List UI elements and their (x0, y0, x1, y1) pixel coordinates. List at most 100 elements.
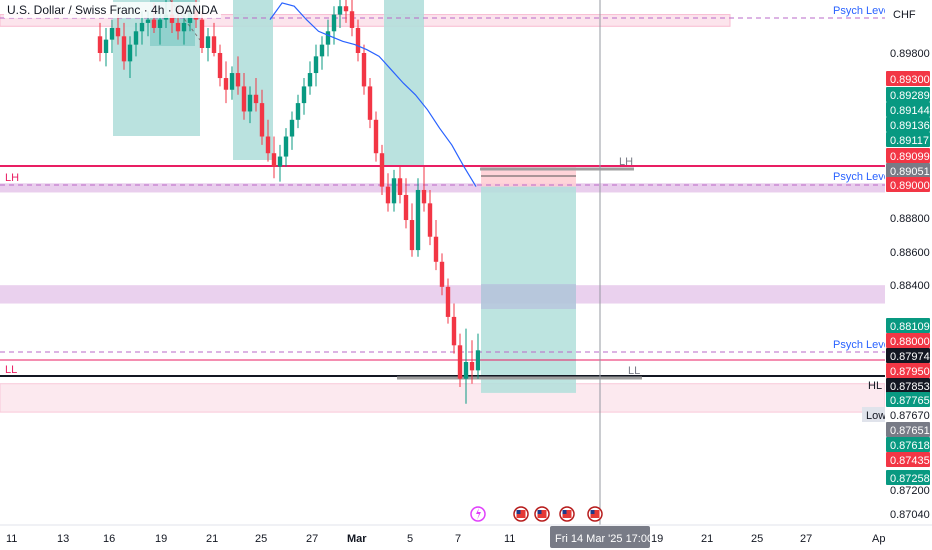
price-label-bg (886, 318, 930, 333)
candle-down[interactable] (367, 86, 373, 120)
candle-down[interactable] (349, 11, 355, 28)
candle-down[interactable] (457, 345, 463, 379)
candle-down[interactable] (253, 94, 259, 104)
x-tick-label: Ap (872, 533, 885, 545)
candle-down[interactable] (361, 53, 367, 87)
price-label-bg (886, 392, 930, 407)
candle-down[interactable] (343, 6, 349, 12)
price-label: 0.87765 (890, 395, 930, 407)
candle-up[interactable] (289, 119, 295, 137)
y-tick-label: 0.89800 (890, 48, 930, 60)
candle-up[interactable] (475, 350, 481, 371)
price-label-bg (886, 71, 930, 86)
candle-down[interactable] (241, 86, 247, 112)
price-label-bg (886, 407, 930, 422)
candle-down[interactable] (271, 153, 277, 167)
candle-up[interactable] (205, 36, 211, 48)
candle-down[interactable] (433, 236, 439, 262)
candle-down[interactable] (265, 136, 271, 154)
candle-up[interactable] (295, 103, 301, 120)
x-tick-label: 5 (407, 533, 413, 545)
candle-down[interactable] (355, 27, 361, 53)
candle-down[interactable] (373, 119, 379, 154)
y-tick-label: 0.87200 (890, 485, 930, 497)
candle-up[interactable] (331, 14, 337, 32)
us-flag-canton (562, 510, 567, 514)
candle-up[interactable] (103, 39, 109, 53)
candle-down[interactable] (211, 36, 217, 53)
candle-down[interactable] (97, 36, 103, 53)
x-tick-label: 11 (504, 533, 515, 545)
candle-up[interactable] (247, 94, 253, 112)
candle-up[interactable] (391, 178, 397, 204)
candle-down[interactable] (169, 14, 175, 23)
candle-down[interactable] (151, 19, 157, 28)
x-tick-label: 27 (800, 533, 812, 545)
candle-down[interactable] (421, 189, 427, 204)
x-tick-label: 16 (103, 533, 115, 545)
candle-down[interactable] (115, 27, 121, 37)
candle-down[interactable] (121, 36, 127, 62)
candle-down[interactable] (223, 78, 229, 90)
candle-up[interactable] (145, 19, 151, 23)
candle-down[interactable] (235, 73, 241, 87)
candle-up[interactable] (157, 19, 163, 28)
price-label: 0.89117 (890, 135, 929, 147)
candle-down[interactable] (427, 203, 433, 237)
candle-up[interactable] (463, 362, 469, 379)
candle-up[interactable] (319, 44, 325, 57)
candle-up[interactable] (139, 22, 145, 32)
x-tick-label: 11 (6, 533, 17, 545)
price-label: 0.87670 (890, 410, 930, 422)
candle-down[interactable] (403, 194, 409, 221)
candle-up[interactable] (127, 44, 133, 62)
hl-label: HL (868, 380, 882, 392)
price-label-bg (886, 378, 930, 393)
candle-down[interactable] (451, 316, 457, 346)
candle-down[interactable] (379, 153, 385, 187)
candle-down[interactable] (199, 19, 205, 48)
candle-up[interactable] (313, 56, 319, 74)
us-flag-canton (516, 510, 521, 514)
candle-up[interactable] (133, 31, 139, 45)
position-stop-area[interactable] (481, 167, 576, 187)
us-flag-stripes (537, 510, 547, 518)
candle-up[interactable] (277, 156, 283, 167)
candle-down[interactable] (397, 178, 403, 195)
candle-up[interactable] (301, 86, 307, 104)
candle-up[interactable] (283, 136, 289, 157)
price-label: 0.89000 (890, 180, 930, 192)
candle-down[interactable] (469, 362, 475, 371)
candle-down[interactable] (445, 286, 451, 317)
price-label-bg (886, 333, 930, 348)
price-label-bg (886, 437, 930, 452)
candle-up[interactable] (415, 189, 421, 251)
price-label: 0.89300 (890, 74, 930, 86)
candle-down[interactable] (259, 103, 265, 137)
us-flag-stripes (590, 510, 600, 518)
broker-label: OANDA (175, 3, 218, 17)
candle-down[interactable] (409, 220, 415, 251)
price-label: 0.87618 (890, 440, 930, 452)
price-label: 0.87950 (890, 366, 930, 378)
candle-up[interactable] (337, 6, 343, 15)
lightning-bolt (476, 508, 481, 520)
us-flag-stripes (516, 510, 526, 518)
price-label: 0.87258 (890, 473, 930, 485)
position-target-area[interactable] (481, 186, 576, 393)
candle-up[interactable] (109, 27, 115, 40)
candle-up[interactable] (325, 31, 331, 45)
candle-up[interactable] (229, 73, 235, 90)
candle-up[interactable] (307, 73, 313, 87)
candle-down[interactable] (217, 53, 223, 79)
candle-down[interactable] (439, 261, 445, 287)
ll-label-right: LL (628, 365, 640, 377)
price-label: 0.87651 (890, 425, 930, 437)
candle-down[interactable] (175, 22, 181, 32)
lh-label-left: LH (5, 172, 19, 184)
candle-down[interactable] (385, 186, 391, 204)
candle-up[interactable] (181, 22, 187, 32)
purple-zone-upper (0, 183, 885, 193)
